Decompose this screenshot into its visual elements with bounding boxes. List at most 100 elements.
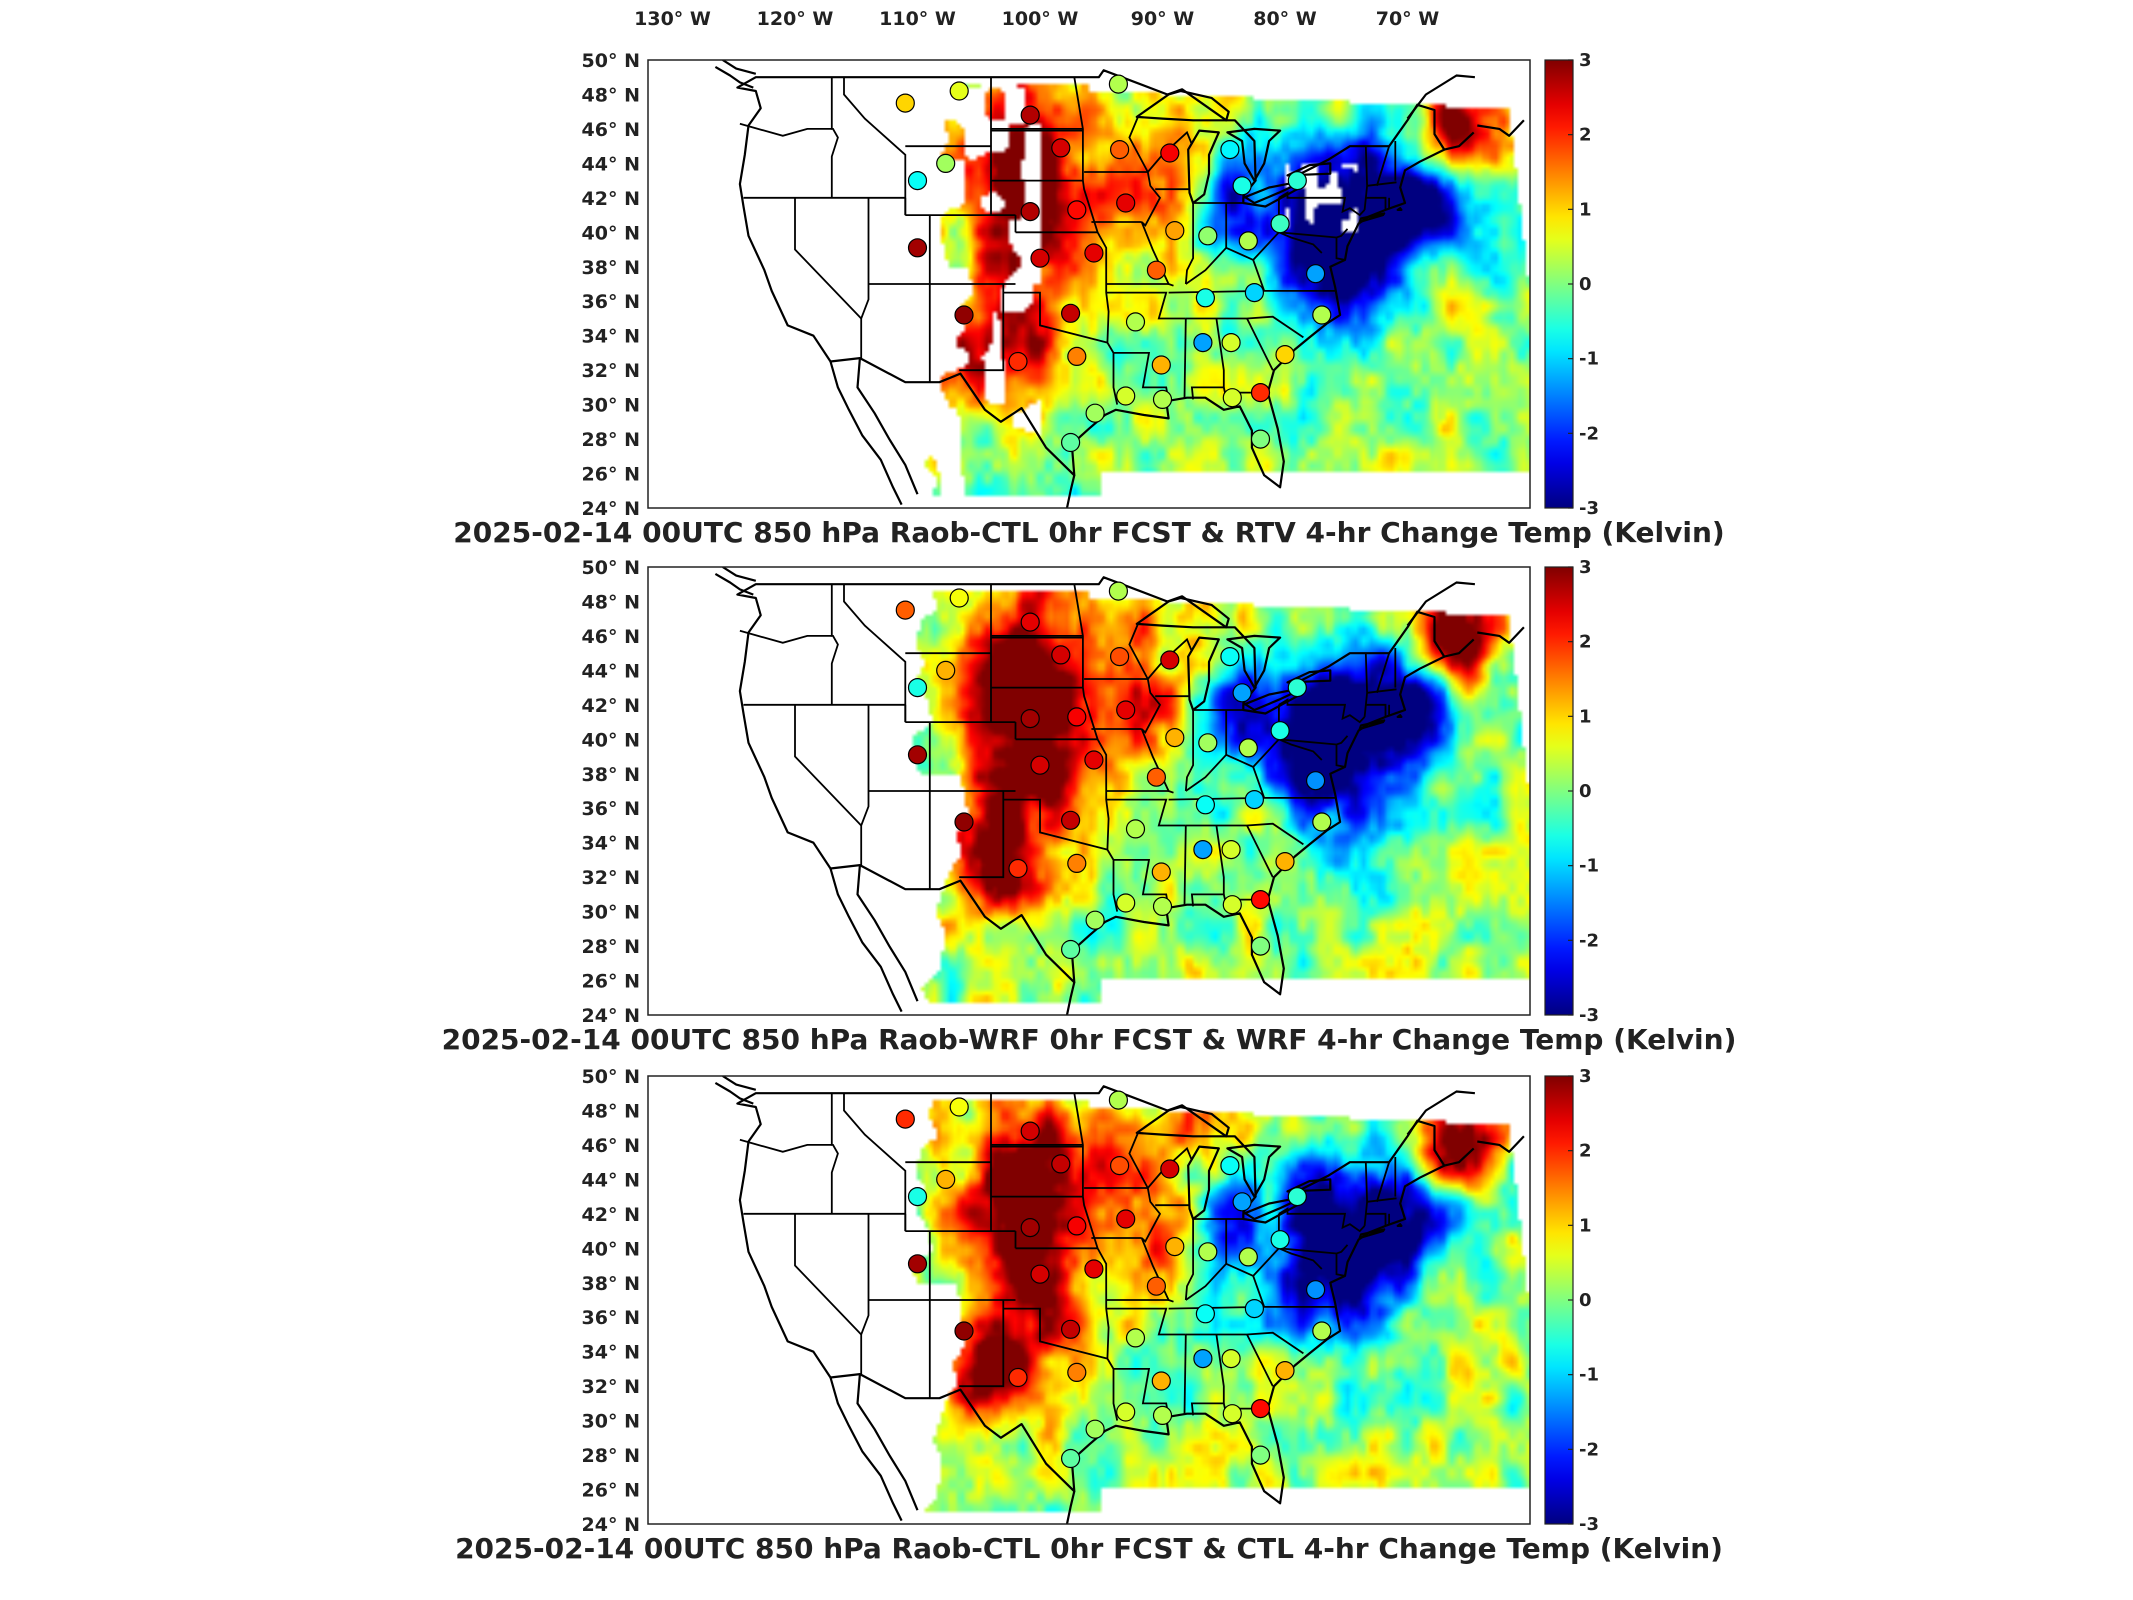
colorbar-tick-label: 1: [1579, 199, 1592, 220]
state-border: [1376, 1161, 1390, 1203]
raob-station-marker: [895, 600, 915, 620]
mexico-coastline: [1065, 475, 1076, 508]
state-border: [1147, 1146, 1193, 1189]
map-frame: [647, 59, 1531, 509]
raob-station-marker: [1110, 646, 1130, 667]
raob-station-marker: [1116, 1402, 1136, 1422]
raob-station-marker: [907, 1254, 928, 1274]
mexico-coastline: [829, 1377, 903, 1522]
state-border: [1365, 703, 1387, 717]
colorbar-tick-label: 3: [1579, 1066, 1592, 1087]
raob-station-marker: [949, 588, 969, 608]
state-border: [959, 791, 1005, 879]
latitude-label: 44° N: [582, 153, 640, 175]
raob-station-marker: [936, 660, 956, 681]
raob-station-marker: [1250, 890, 1271, 910]
latitude-label: 42° N: [582, 188, 640, 210]
temperature-change-field: [648, 567, 1530, 1015]
raob-station-marker: [1198, 1242, 1218, 1262]
raob-station-marker: [1146, 767, 1166, 787]
raob-station-marker: [1250, 1399, 1271, 1419]
state-border: [1185, 247, 1227, 285]
state-border: [1185, 754, 1227, 792]
colorbar-tick-label: -1: [1579, 1365, 1599, 1386]
colorbar-tick-label: -3: [1579, 498, 1599, 519]
state-border: [1365, 196, 1387, 210]
raob-station-marker: [1067, 707, 1087, 727]
state-border: [1252, 259, 1266, 292]
colorbar-tick-label: 3: [1579, 50, 1592, 71]
raob-station-marker: [1195, 288, 1216, 308]
canada-coastline: [714, 65, 754, 89]
state-border: [959, 1300, 1005, 1388]
raob-station-marker: [1061, 810, 1081, 830]
raob-station-marker: [1151, 1371, 1171, 1391]
state-border: [1376, 652, 1390, 694]
latitude-label: 36° N: [582, 798, 640, 820]
raob-station-marker: [1312, 305, 1332, 325]
state-border: [1278, 698, 1366, 724]
raob-station-marker: [1275, 1361, 1295, 1381]
longitude-label: 90° W: [1131, 8, 1195, 30]
canada-coastline: [722, 1076, 757, 1091]
great-lake-outline: [1286, 1178, 1332, 1193]
state-border: [1335, 237, 1346, 261]
canada-coastline: [1477, 626, 1525, 644]
latitude-label: 24° N: [582, 1005, 640, 1027]
raob-station-marker: [1312, 812, 1332, 832]
raob-station-marker: [1125, 819, 1146, 839]
latitude-label: 24° N: [582, 1514, 640, 1536]
state-border: [830, 1093, 839, 1214]
raob-station-marker: [1270, 1230, 1290, 1250]
longitude-label: 120° W: [757, 8, 834, 30]
raob-station-marker: [1125, 1328, 1146, 1348]
mexico-coastline: [829, 361, 903, 506]
colorbar-tick-label: 0: [1579, 274, 1592, 295]
raob-station-marker: [1067, 346, 1087, 366]
state-border: [794, 1213, 862, 1336]
raob-station-marker: [1220, 646, 1240, 667]
state-border: [1278, 735, 1349, 746]
raob-station-marker: [1084, 243, 1104, 263]
raob-station-marker: [1051, 645, 1071, 665]
raob-station-marker: [1067, 1362, 1087, 1382]
state-border: [1363, 1162, 1369, 1226]
state-border: [1246, 825, 1274, 878]
raob-station-marker: [1085, 1419, 1105, 1439]
latitude-label: 48° N: [582, 1101, 640, 1123]
colorbar-tick-label: -2: [1579, 930, 1599, 951]
state-border: [794, 197, 862, 320]
latitude-label: 38° N: [582, 257, 640, 279]
raob-station-marker: [1238, 1247, 1258, 1267]
state-border: [1147, 130, 1193, 173]
raob-station-marker: [1020, 1218, 1040, 1238]
canada-coastline: [722, 60, 757, 75]
colorbar-tick-label: 3: [1579, 557, 1592, 578]
mexico-coastline: [1065, 982, 1076, 1015]
latitude-label: 46° N: [582, 1135, 640, 1157]
raob-station-marker: [1270, 721, 1290, 741]
raob-station-marker: [1084, 1259, 1104, 1279]
raob-station-marker: [1195, 1304, 1216, 1324]
raob-station-marker: [1146, 260, 1166, 280]
raob-station-marker: [1085, 403, 1105, 423]
island-outline: [1358, 1228, 1386, 1240]
raob-station-marker: [1085, 910, 1105, 930]
canada-coastline: [714, 1081, 754, 1105]
raob-station-marker: [1146, 1276, 1166, 1296]
latitude-label: 46° N: [582, 626, 640, 648]
raob-stations: [895, 1090, 1332, 1469]
raob-station-marker: [1110, 139, 1130, 160]
latitude-label: 44° N: [582, 1169, 640, 1191]
raob-station-marker: [1287, 677, 1307, 698]
temperature-change-field: [648, 1076, 1530, 1524]
raob-station-marker: [1244, 283, 1265, 303]
raob-station-marker: [1008, 858, 1028, 879]
latitude-label: 36° N: [582, 1307, 640, 1329]
state-border: [1003, 291, 1108, 344]
latitude-label: 26° N: [582, 1480, 640, 1502]
latitude-labels: 50° N 48° N 46° N 44° N 42° N 40° N 38° N 36° N…: [582, 1066, 640, 1536]
map-panel: 50° N 48° N 46° N 44° N 42° N 40° N 38° N 36° N…: [442, 557, 1737, 1056]
great-lake-outline: [1135, 1105, 1230, 1138]
raob-station-marker: [1020, 709, 1040, 729]
